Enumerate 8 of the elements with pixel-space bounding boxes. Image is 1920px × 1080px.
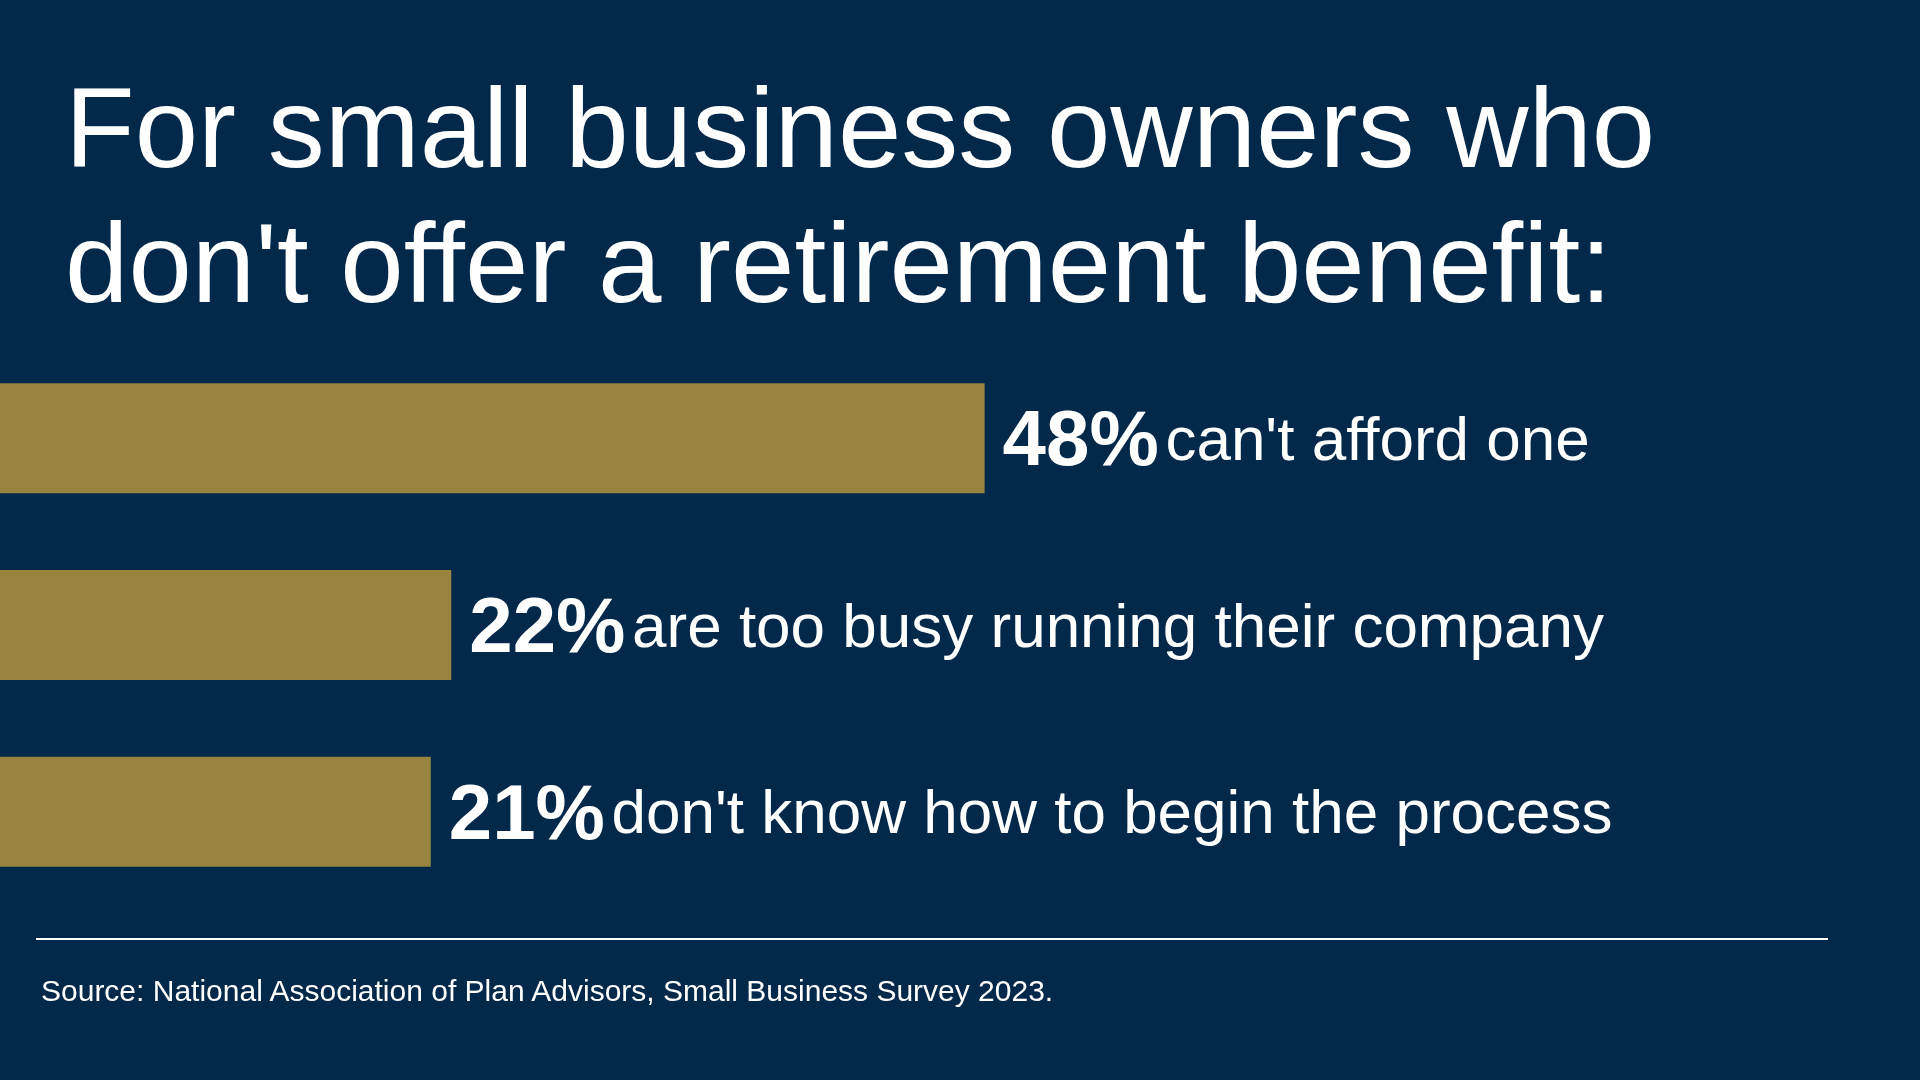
chart-title: For small business owners who don't offer a retirement benefit: [65,64,1687,326]
y-tick-label: can't afford one [1165,403,1590,473]
data-label: 21% [448,767,605,856]
data-label: 48% [1002,394,1159,483]
y-tick-label: don't know how to begin the process [611,777,1613,847]
source-note: Source: National Association of Plan Advisors, Small Business Survey 2023. [41,973,1054,1007]
y-tick-label: are too busy running their company [632,590,1604,660]
data-label: 22% [469,581,626,669]
